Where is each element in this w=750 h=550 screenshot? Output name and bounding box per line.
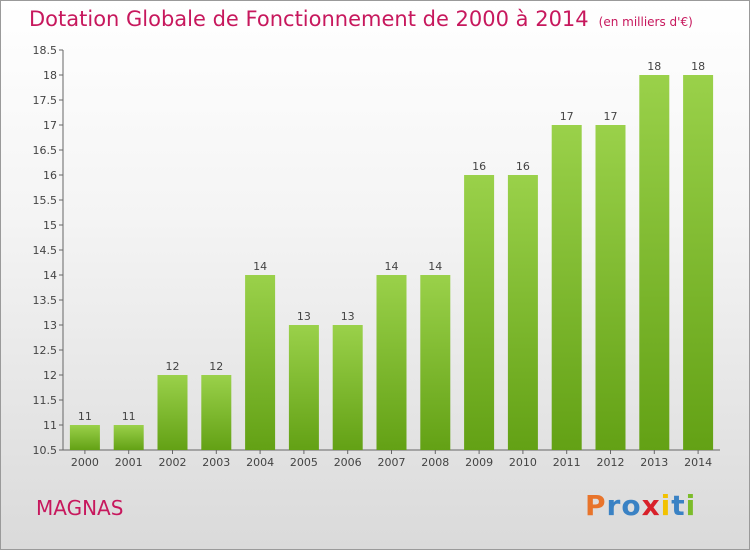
commune-name: MAGNAS <box>36 496 124 520</box>
y-tick-label: 13 <box>43 319 57 332</box>
x-tick-label: 2007 <box>378 456 406 469</box>
bar-value-label: 14 <box>253 260 267 273</box>
x-tick-label: 2000 <box>71 456 99 469</box>
bar <box>376 275 407 450</box>
y-tick-label: 15 <box>43 219 57 232</box>
bar <box>639 75 670 450</box>
x-tick-label: 2002 <box>159 456 187 469</box>
x-tick-label: 2009 <box>465 456 493 469</box>
x-tick-label: 2003 <box>202 456 230 469</box>
logo-letter: r <box>606 489 622 522</box>
bar-value-label: 17 <box>560 110 574 123</box>
bar <box>595 125 626 450</box>
bar-value-label: 14 <box>385 260 399 273</box>
bar-value-label: 16 <box>472 160 486 173</box>
y-tick-label: 16.5 <box>33 144 58 157</box>
bar <box>507 175 538 450</box>
bar-value-label: 18 <box>647 60 661 73</box>
bar-value-label: 13 <box>297 310 311 323</box>
bar <box>288 325 319 450</box>
logo-letter: P <box>585 489 607 522</box>
y-tick-label: 11 <box>43 419 57 432</box>
bar-value-label: 16 <box>516 160 530 173</box>
bar <box>420 275 451 450</box>
bar-value-label: 11 <box>78 410 92 423</box>
logo-letter: o <box>621 489 642 522</box>
y-tick-label: 11.5 <box>33 394 58 407</box>
bar <box>245 275 276 450</box>
bar <box>464 175 495 450</box>
bar <box>201 375 232 450</box>
bar <box>69 425 100 450</box>
bar <box>683 75 714 450</box>
logo-letter: i <box>685 489 697 522</box>
logo-letter: t <box>671 489 686 522</box>
y-tick-label: 12.5 <box>33 344 58 357</box>
bar-value-label: 11 <box>122 410 136 423</box>
bar <box>113 425 144 450</box>
y-tick-label: 17 <box>43 119 57 132</box>
y-tick-label: 14 <box>43 269 57 282</box>
y-tick-label: 16 <box>43 169 57 182</box>
y-tick-label: 18.5 <box>33 44 58 57</box>
bar-value-label: 14 <box>428 260 442 273</box>
bar <box>332 325 363 450</box>
y-tick-label: 13.5 <box>33 294 58 307</box>
bar-value-label: 18 <box>691 60 705 73</box>
y-tick-label: 12 <box>43 369 57 382</box>
y-tick-label: 14.5 <box>33 244 58 257</box>
proxiti-logo: Proxiti <box>585 489 696 522</box>
x-tick-label: 2011 <box>553 456 581 469</box>
x-tick-label: 2001 <box>115 456 143 469</box>
x-tick-label: 2013 <box>640 456 668 469</box>
bar <box>551 125 582 450</box>
bar <box>157 375 188 450</box>
bar-value-label: 12 <box>166 360 180 373</box>
y-tick-label: 17.5 <box>33 94 58 107</box>
logo-letter: i <box>660 489 672 522</box>
bar-value-label: 17 <box>604 110 618 123</box>
x-tick-label: 2014 <box>684 456 712 469</box>
logo-letter: x <box>641 489 661 522</box>
x-tick-label: 2006 <box>334 456 362 469</box>
y-tick-label: 18 <box>43 69 57 82</box>
x-tick-label: 2012 <box>597 456 625 469</box>
x-tick-label: 2004 <box>246 456 274 469</box>
chart-unit: (en milliers d'€) <box>598 15 693 29</box>
chart-title: Dotation Globale de Fonctionnement de 20… <box>29 7 693 31</box>
bar-value-label: 13 <box>341 310 355 323</box>
x-tick-label: 2005 <box>290 456 318 469</box>
y-tick-label: 15.5 <box>33 194 58 207</box>
bar-value-label: 12 <box>209 360 223 373</box>
y-tick-label: 10.5 <box>33 444 58 457</box>
x-tick-label: 2008 <box>421 456 449 469</box>
x-tick-label: 2010 <box>509 456 537 469</box>
